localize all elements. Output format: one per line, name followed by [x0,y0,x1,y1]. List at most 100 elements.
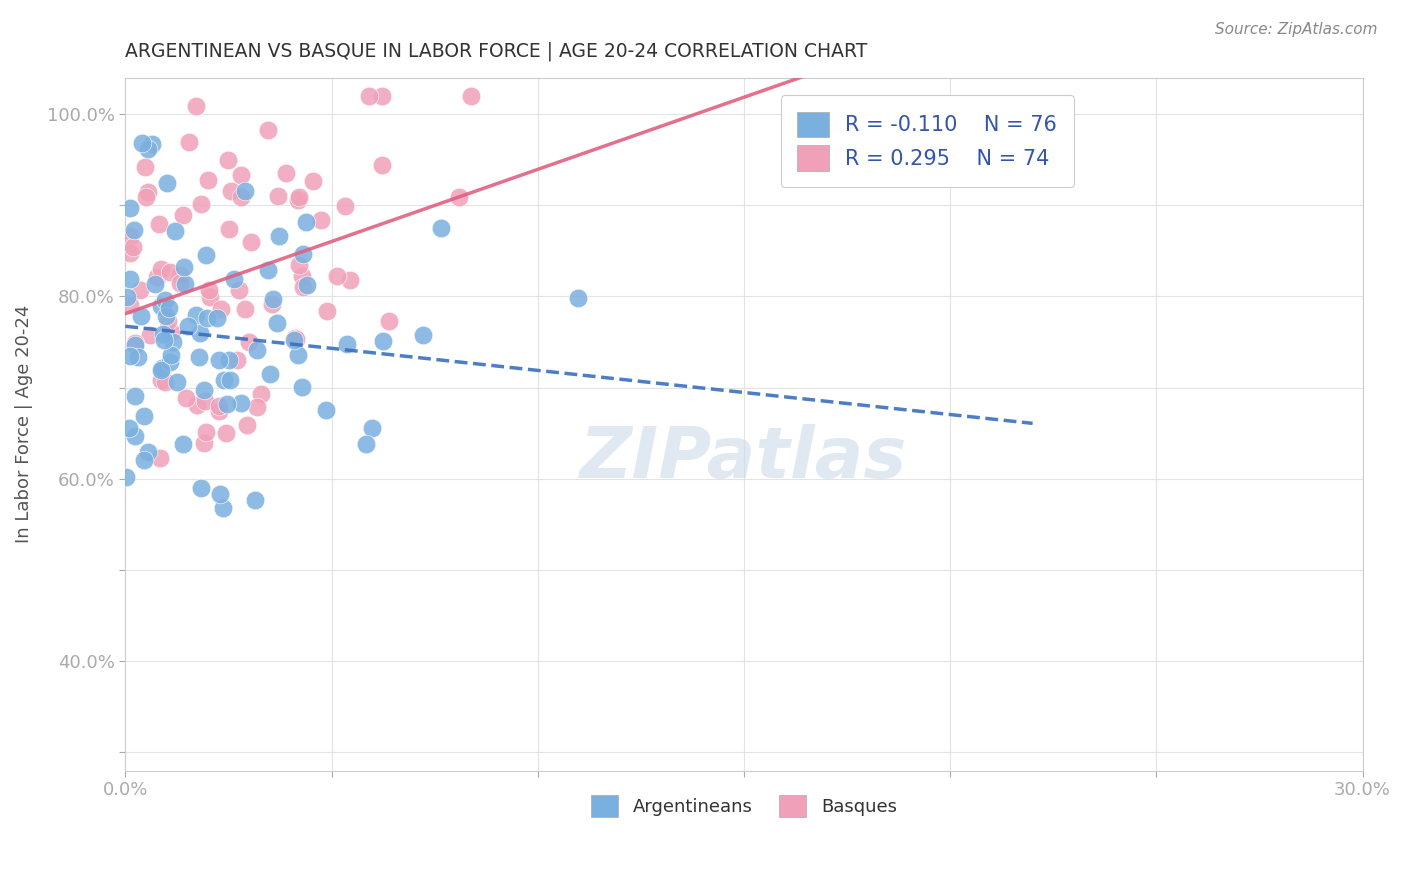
Point [150,364,173,378]
Point [371,334,394,348]
Point [256,123,278,137]
Point [197,284,219,298]
Point [430,221,453,235]
Point [118,228,141,243]
Point [274,166,297,180]
Point [214,373,236,387]
Point [283,333,305,347]
Point [208,399,231,413]
Point [174,277,197,291]
Point [186,99,208,113]
Y-axis label: In Labor Force | Age 20-24: In Labor Force | Age 20-24 [15,305,32,543]
Point [188,326,211,341]
Point [217,153,239,167]
Point [157,313,180,327]
Point [198,289,221,303]
Point [136,445,159,459]
Legend: Argentineans, Basques: Argentineans, Basques [583,788,904,824]
Point [174,391,197,405]
Point [149,451,172,466]
Point [288,190,311,204]
Point [207,310,229,325]
Point [186,398,208,412]
Point [118,349,141,363]
Point [124,429,146,443]
Point [567,291,589,305]
Point [302,173,325,187]
Point [194,425,217,440]
Point [235,302,257,317]
Point [246,343,269,357]
Point [190,197,212,211]
Point [291,247,314,261]
Point [287,194,309,208]
Point [371,88,394,103]
Point [118,421,141,435]
Point [256,263,278,277]
Point [243,493,266,508]
Point [166,376,188,390]
Point [193,436,215,450]
Point [267,228,290,243]
Point [162,335,184,350]
Text: Source: ZipAtlas.com: Source: ZipAtlas.com [1215,22,1378,37]
Point [127,350,149,364]
Point [266,316,288,330]
Point [120,271,142,285]
Point [325,269,347,284]
Point [139,328,162,343]
Point [160,325,183,339]
Point [195,311,218,326]
Point [412,328,434,343]
Point [284,332,307,346]
Point [246,400,269,414]
Point [377,314,399,328]
Point [186,309,208,323]
Point [229,190,252,204]
Point [291,269,314,284]
Point [292,279,315,293]
Point [122,223,145,237]
Point [150,373,173,387]
Point [354,437,377,451]
Point [222,272,245,286]
Point [294,215,316,229]
Point [260,297,283,311]
Point [460,88,482,103]
Point [238,334,260,349]
Point [117,290,139,304]
Point [155,309,177,323]
Point [131,136,153,151]
Point [179,136,201,150]
Point [449,190,471,204]
Point [357,88,380,103]
Point [228,283,250,297]
Point [172,208,194,222]
Point [219,184,242,198]
Point [361,421,384,435]
Point [218,352,240,367]
Point [240,235,263,249]
Point [215,426,238,441]
Point [153,334,176,348]
Point [250,386,273,401]
Point [284,331,307,345]
Point [136,185,159,199]
Point [124,389,146,403]
Point [146,269,169,284]
Point [122,239,145,253]
Point [295,277,318,292]
Point [259,367,281,381]
Point [153,293,176,308]
Point [370,158,392,172]
Point [156,176,179,190]
Point [124,338,146,352]
Point [160,348,183,362]
Point [333,198,356,212]
Point [152,327,174,342]
Point [215,397,238,411]
Point [165,224,187,238]
Point [150,360,173,375]
Point [336,336,359,351]
Point [135,190,157,204]
